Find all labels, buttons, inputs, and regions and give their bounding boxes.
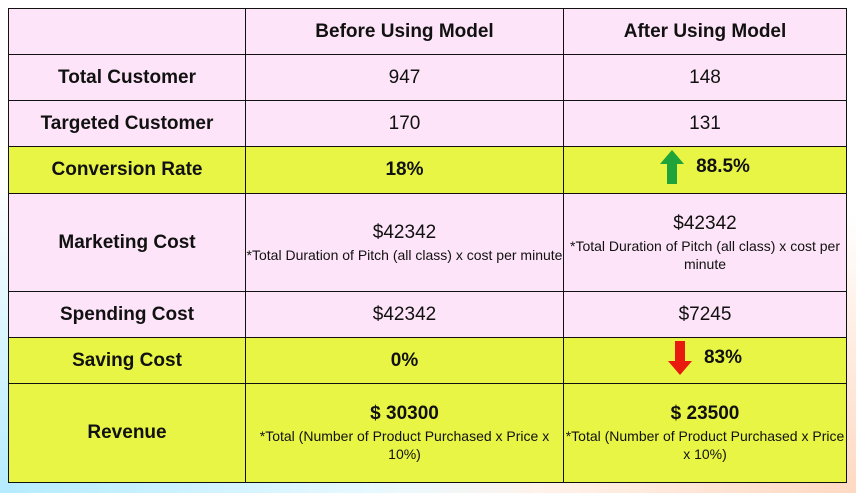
after-cell: 83% (563, 337, 847, 384)
before-value: 170 (245, 100, 564, 147)
comparison-table: Before Using Model After Using Model Tot… (8, 8, 847, 483)
row-conversion-rate: Conversion Rate 18% 88.5% (8, 146, 847, 194)
row-label: Targeted Customer (8, 100, 246, 147)
row-targeted-customer: Targeted Customer 170 131 (8, 100, 847, 147)
row-label: Total Customer (8, 54, 246, 101)
after-value: $7245 (563, 291, 847, 338)
after-value: 148 (563, 54, 847, 101)
after-value: 88.5% (696, 156, 750, 177)
before-value: 18% (245, 146, 564, 194)
arrow-up-icon (660, 150, 685, 184)
row-label: Revenue (8, 383, 246, 483)
header-empty-cell (8, 8, 246, 55)
row-label: Marketing Cost (8, 193, 246, 292)
after-value: 83% (703, 346, 743, 368)
before-value: $ 30300 (370, 403, 439, 424)
after-value: $ 23500 (670, 403, 740, 424)
arrow-down-icon (667, 340, 692, 375)
row-revenue: Revenue $ 30300 *Total (Number of Produc… (8, 383, 847, 483)
row-spending-cost: Spending Cost $42342 $7245 (8, 291, 847, 338)
header-after: After Using Model (563, 8, 847, 55)
after-cell: $ 23500 *Total (Number of Product Purcha… (563, 383, 847, 483)
before-value: 947 (245, 54, 564, 101)
before-cell: $42342 *Total Duration of Pitch (all cla… (245, 193, 564, 292)
after-cell: 88.5% (563, 146, 847, 194)
row-marketing-cost: Marketing Cost $42342 *Total Duration of… (8, 193, 847, 292)
before-note: *Total (Number of Product Purchased x Pr… (259, 428, 550, 462)
after-note: *Total Duration of Pitch (all class) x c… (570, 237, 840, 272)
row-total-customer: Total Customer 947 148 (8, 54, 847, 101)
after-note: *Total (Number of Product Purchased x Pr… (565, 428, 845, 462)
after-value: $42342 (673, 212, 737, 234)
row-label: Conversion Rate (8, 146, 246, 194)
row-saving-cost: Saving Cost 0% 83% (8, 337, 847, 384)
before-note: *Total Duration of Pitch (all class) x c… (246, 246, 563, 263)
header-before: Before Using Model (245, 8, 564, 55)
header-row: Before Using Model After Using Model (8, 8, 847, 55)
before-value: $42342 (245, 291, 564, 338)
after-value: 131 (563, 100, 847, 147)
row-label: Spending Cost (8, 291, 246, 338)
before-cell: $ 30300 *Total (Number of Product Purcha… (245, 383, 564, 483)
before-value: $42342 (372, 221, 437, 243)
after-cell: $42342 *Total Duration of Pitch (all cla… (563, 193, 847, 292)
before-value: 0% (245, 337, 564, 384)
row-label: Saving Cost (8, 337, 246, 384)
